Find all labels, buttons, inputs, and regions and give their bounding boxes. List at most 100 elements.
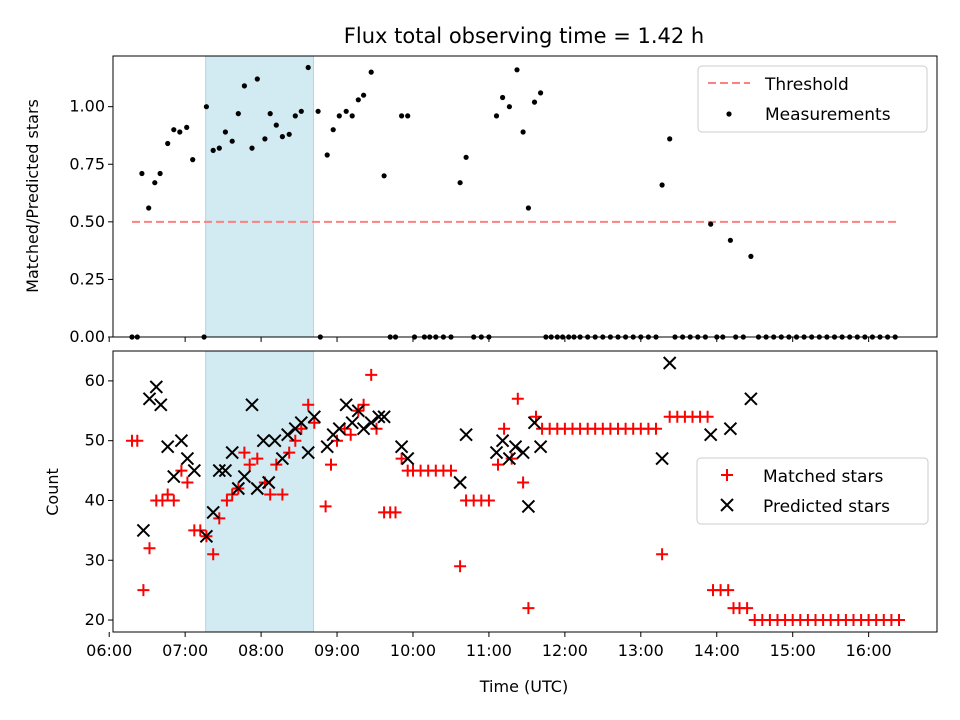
predicted-star-point [199, 529, 214, 544]
measurement-point [262, 136, 268, 142]
matched-star-point [283, 446, 296, 459]
predicted-star-point [703, 427, 718, 442]
top-ytick-label: 0.50 [69, 212, 105, 231]
predicted-star-point [351, 404, 366, 418]
bottom-ytick-label: 30 [85, 550, 105, 569]
predicted-star-point [206, 505, 220, 520]
matched-star-point [395, 452, 408, 465]
measurement-point [279, 134, 285, 140]
predicted-star-point [268, 433, 282, 448]
measurement-point [235, 111, 241, 117]
predicted-star-point [521, 499, 536, 514]
predicted-star-point [180, 451, 195, 466]
matched-star-point [131, 434, 144, 447]
top-legend-box [697, 65, 928, 133]
bottom-xtick-label: 14:00 [694, 641, 740, 660]
matched-star-point [264, 488, 277, 501]
measurement-point [506, 104, 512, 110]
predicted-star-point [160, 439, 175, 454]
predicted-star-point [187, 463, 202, 478]
predicted-star-point [261, 475, 276, 490]
predicted-star-point [231, 481, 246, 496]
bottom-ytick-label: 20 [85, 610, 105, 629]
bottom-xtick-label: 11:00 [466, 641, 512, 660]
matched-star-point [226, 488, 239, 501]
measurement-point [315, 108, 321, 114]
predicted-star-point [301, 445, 315, 460]
matched-star-point [270, 458, 283, 471]
matched-star-point [289, 434, 302, 447]
measurement-point [381, 173, 387, 179]
measurement-point [165, 140, 171, 147]
matched-star-point [167, 494, 180, 507]
predicted-star-point [307, 410, 322, 424]
predicted-star-point [394, 439, 409, 454]
measurement-point [405, 113, 411, 119]
measurement-point [298, 108, 304, 114]
matched-star-point [308, 416, 321, 429]
predicted-star-point [320, 439, 334, 454]
bottom-ylabel: Count [43, 468, 62, 516]
predicted-star-point [723, 421, 738, 436]
top-axes: 0.00 0.25 0.50 0.75 1.00 [69, 55, 938, 346]
measurement-point [463, 154, 469, 160]
matched-star-point [251, 452, 264, 465]
bottom-xtick-label: 08:00 [238, 641, 284, 660]
bottom-legend: Matched stars Predicted stars [696, 457, 929, 525]
measurement-point [190, 157, 196, 163]
matched-star-point [454, 560, 467, 573]
measurement-point [708, 221, 714, 227]
matched-star-point [207, 548, 220, 561]
matched-star-point [389, 506, 402, 519]
bottom-xtick-label: 16:00 [846, 641, 892, 660]
predicted-star-point [377, 410, 391, 424]
predicted-star-point [453, 475, 467, 490]
bottom-xtick-label: 10:00 [390, 641, 436, 660]
bottom-xtick-label: 15:00 [770, 641, 816, 660]
predicted-star-point [237, 469, 252, 484]
matched-star-point [656, 548, 669, 561]
matched-star-point [522, 602, 535, 615]
measurement-point [343, 108, 349, 114]
measurement-point [273, 122, 279, 128]
predicted-star-point [339, 398, 353, 412]
bottom-ytick-label: 60 [85, 371, 105, 390]
predicted-star-point [356, 421, 371, 436]
predicted-star-point [508, 439, 523, 454]
predicted-star-point [662, 356, 677, 370]
predicted-star-point [502, 451, 517, 466]
shaded-span [205, 55, 314, 338]
measurement-point [336, 113, 342, 119]
predicted-star-point [294, 415, 309, 430]
predicted-star-point [744, 392, 758, 406]
matched-star-point [445, 464, 457, 477]
top-ytick-label: 1.00 [69, 97, 105, 116]
measurement-point [254, 76, 260, 82]
predicted-star-point [218, 463, 233, 478]
measurement-point [184, 124, 190, 130]
bottom-xtick-label: 09:00 [314, 641, 360, 660]
bottom-xlabel: Time (UTC) [479, 677, 568, 696]
matched-legend-label: Matched stars [763, 467, 883, 487]
chart-title: Flux total observing time = 1.42 h [344, 24, 704, 48]
measurement-point [229, 138, 235, 144]
predicted-star-point [533, 439, 548, 454]
top-ylabel: Matched/Predicted stars [23, 99, 42, 293]
predicted-legend-label: Predicted stars [763, 497, 890, 517]
measurement-point [241, 83, 247, 89]
matched-legend-marker [721, 469, 733, 481]
threshold-legend-label: Threshold [764, 75, 849, 95]
top-axes-frame [112, 55, 938, 338]
bottom-xtick-label: 07:00 [162, 641, 208, 660]
measurement-point [305, 64, 311, 71]
predicted-star-point [245, 398, 259, 412]
matched-star-point [295, 422, 308, 435]
matched-star-point [325, 458, 337, 471]
measurements-legend-label: Measurements [765, 105, 891, 125]
matched-star-point [302, 398, 315, 411]
matched-star-point [220, 494, 233, 507]
matched-star-point [161, 488, 174, 501]
measurement-point [177, 129, 183, 135]
predicted-star-point [495, 433, 510, 448]
predicted-star-point [489, 445, 504, 460]
